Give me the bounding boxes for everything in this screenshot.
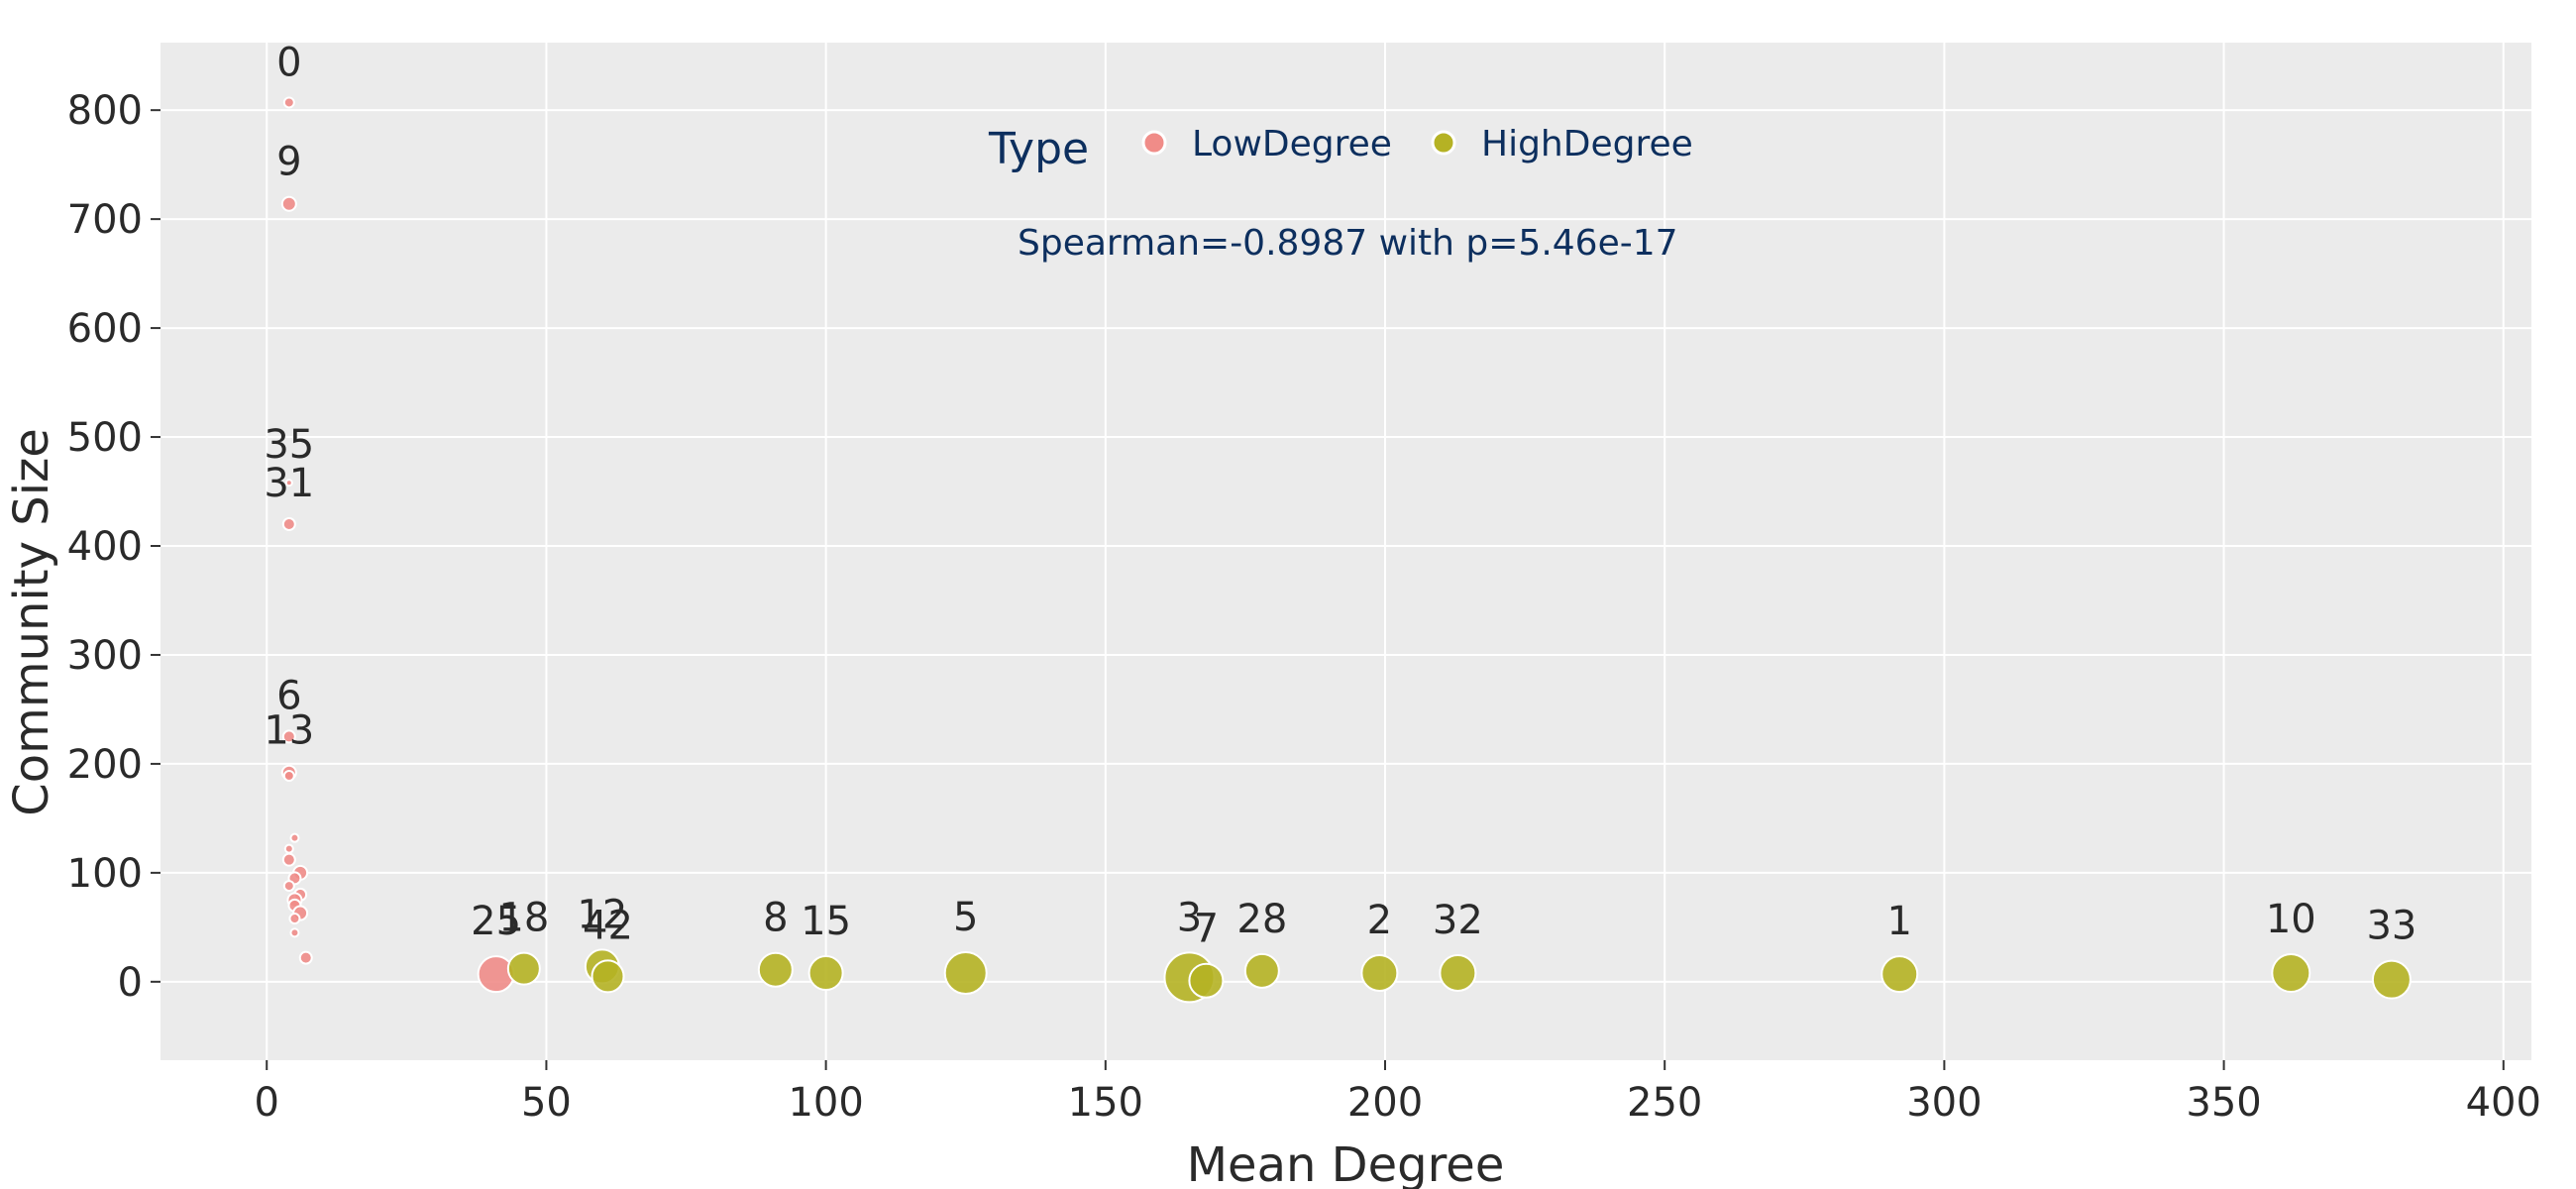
data-point-lowdegree: [280, 195, 297, 212]
point-label: 13: [264, 708, 314, 754]
data-point-highdegree: [1880, 955, 1919, 994]
x-tick-label: 50: [521, 1080, 572, 1126]
point-label: 35: [264, 422, 314, 468]
legend-highdegree-marker: [1431, 130, 1456, 156]
y-tick-label: 700: [67, 197, 143, 243]
data-point-highdegree: [506, 951, 541, 986]
data-point-highdegree: [1188, 962, 1225, 999]
grid-lines: [161, 43, 2531, 1060]
y-tick-labels: 0 100 200 300 400 500 600 700 800: [67, 88, 161, 1006]
x-tick-label: 100: [788, 1080, 863, 1126]
point-label: 9: [276, 140, 301, 185]
x-tick-label: 150: [1068, 1080, 1143, 1126]
point-label: 31: [264, 461, 314, 506]
data-point-lowdegree: [281, 517, 296, 532]
x-axis-title: Mean Degree: [1187, 1137, 1505, 1189]
data-point-lowdegree: [284, 479, 293, 487]
x-tick-label: 250: [1627, 1080, 1702, 1126]
y-tick-label: 0: [118, 960, 143, 1006]
data-point-highdegree: [807, 955, 844, 992]
legend-title: Type: [988, 124, 1089, 174]
y-tick-label: 100: [67, 851, 143, 897]
point-label: 7: [1194, 907, 1219, 952]
plot-background: [161, 43, 2531, 1060]
point-label: 10: [2266, 897, 2316, 942]
data-point-lowdegree: [298, 950, 313, 965]
x-tick-label: 300: [1906, 1080, 1982, 1126]
data-point-lowdegree: [281, 852, 296, 867]
y-tick-label: 800: [67, 88, 143, 134]
point-label: 5: [953, 895, 978, 940]
data-point-highdegree: [590, 959, 625, 994]
y-tick-label: 200: [67, 742, 143, 788]
point-label: 32: [1433, 898, 1483, 943]
spearman-annotation: Spearman=-0.8987 with p=5.46e-17: [1018, 223, 1678, 264]
data-point-highdegree: [2371, 959, 2412, 1000]
data-point-lowdegree: [289, 832, 300, 843]
x-tick-label: 200: [1347, 1080, 1423, 1126]
data-points: [280, 96, 2412, 1004]
x-tick-label: 0: [255, 1080, 279, 1126]
data-point-highdegree: [2271, 953, 2311, 994]
point-label: 33: [2366, 904, 2416, 949]
point-label: 15: [801, 899, 851, 944]
point-label: 2: [1367, 898, 1392, 943]
y-tick-label: 600: [67, 306, 143, 352]
legend-lowdegree-label: LowDegree: [1192, 124, 1392, 164]
point-label: 1: [1887, 899, 1912, 944]
point-label: 0: [276, 40, 301, 85]
point-label: 25: [471, 899, 521, 944]
data-point-lowdegree: [283, 843, 294, 854]
point-label: 8: [763, 896, 788, 941]
point-label: 12: [577, 892, 627, 937]
data-point-lowdegree: [289, 927, 300, 938]
point-label: 18: [498, 896, 549, 941]
x-tick-label: 350: [2186, 1080, 2261, 1126]
point-label: 42: [583, 903, 633, 948]
x-tick-labels: 0 50 100 150 200 250 300 350 400: [255, 1060, 2541, 1126]
data-point-lowdegree: [281, 729, 296, 744]
legend: Type LowDegree HighDegree: [988, 124, 1693, 174]
data-point-lowdegree: [282, 770, 295, 783]
data-point-lowdegree: [282, 880, 295, 893]
y-tick-label: 500: [67, 415, 143, 461]
point-label: 3: [1177, 895, 1202, 940]
data-point-lowdegree: [282, 96, 295, 109]
y-tick-label: 300: [67, 633, 143, 679]
data-point-lowdegree: [288, 913, 301, 925]
data-point-highdegree: [943, 951, 988, 996]
y-tick-label: 400: [67, 524, 143, 570]
data-point-highdegree: [1360, 954, 1399, 993]
data-point-highdegree: [1243, 952, 1280, 989]
legend-lowdegree-marker: [1141, 130, 1167, 156]
x-tick-label: 400: [2466, 1080, 2541, 1126]
y-axis-title: Community Size: [4, 428, 59, 816]
data-point-highdegree: [1439, 954, 1477, 993]
point-label: 28: [1236, 897, 1287, 942]
data-point-highdegree: [757, 951, 794, 988]
legend-highdegree-label: HighDegree: [1481, 124, 1693, 164]
point-label: 6: [276, 673, 301, 718]
